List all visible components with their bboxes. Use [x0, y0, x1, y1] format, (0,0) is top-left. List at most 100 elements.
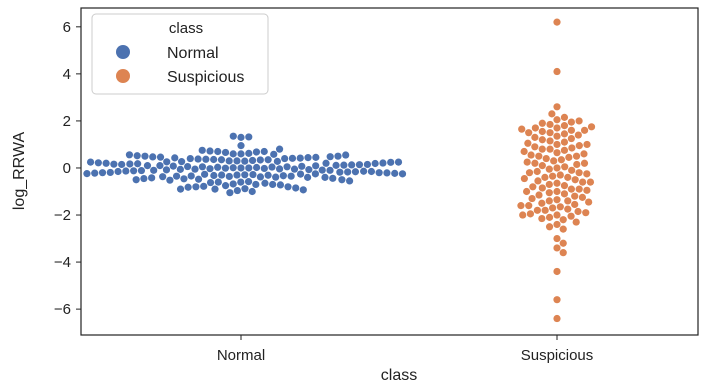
data-point-normal: [340, 161, 348, 169]
data-point-suspicious: [546, 137, 554, 145]
data-point-normal: [134, 160, 142, 168]
data-point-suspicious: [575, 117, 583, 125]
data-point-normal: [270, 150, 278, 158]
data-point-normal: [237, 178, 245, 186]
data-point-normal: [360, 167, 368, 175]
legend-label-normal: Normal: [167, 45, 219, 62]
data-point-normal: [233, 186, 241, 195]
data-point-normal: [233, 157, 241, 165]
data-point-normal: [140, 174, 148, 183]
data-point-normal: [229, 164, 237, 172]
data-point-suspicious: [519, 211, 527, 219]
data-point-normal: [198, 146, 206, 154]
data-point-suspicious: [580, 159, 589, 167]
data-point-suspicious: [553, 220, 561, 229]
data-point-suspicious: [553, 132, 561, 140]
data-point-suspicious: [582, 209, 590, 217]
data-point-normal: [110, 160, 118, 168]
data-point-normal: [252, 148, 261, 156]
data-point-normal: [221, 164, 230, 172]
data-point-suspicious: [574, 131, 582, 139]
data-point-suspicious: [556, 203, 564, 211]
data-point-normal: [256, 173, 265, 181]
data-point-suspicious: [525, 202, 533, 210]
data-point-normal: [329, 174, 337, 182]
data-point-normal: [132, 176, 140, 184]
data-point-normal: [149, 153, 157, 161]
data-point-normal: [304, 173, 312, 181]
data-point-normal: [184, 162, 192, 171]
data-point-normal: [260, 164, 268, 173]
data-point-suspicious: [529, 183, 537, 191]
data-point-suspicious: [518, 125, 526, 133]
legend-label-suspicious: Suspicious: [167, 69, 244, 86]
data-point-normal: [102, 159, 110, 167]
data-point-normal: [192, 183, 200, 191]
data-point-normal: [156, 153, 165, 161]
data-point-normal: [143, 162, 152, 170]
data-point-suspicious: [553, 124, 561, 132]
data-point-suspicious: [568, 166, 576, 174]
data-point-normal: [241, 171, 249, 179]
data-point-normal: [118, 160, 126, 169]
data-point-normal: [260, 147, 268, 156]
legend-title: class: [169, 20, 203, 37]
data-point-suspicious: [560, 130, 569, 138]
data-point-suspicious: [545, 165, 553, 173]
data-point-suspicious: [546, 129, 554, 137]
data-point-normal: [264, 171, 272, 179]
data-point-normal: [296, 154, 304, 162]
data-point-normal: [122, 167, 130, 175]
data-point-normal: [169, 162, 177, 170]
y-tick-label: −4: [54, 254, 71, 271]
data-point-suspicious: [553, 179, 561, 187]
data-point-normal: [221, 148, 230, 157]
data-point-suspicious: [560, 138, 569, 146]
data-point-suspicious: [559, 239, 567, 247]
data-point-normal: [171, 154, 179, 162]
data-point-normal: [288, 154, 297, 162]
data-point-normal: [338, 176, 346, 184]
data-point-normal: [141, 152, 149, 160]
data-point-normal: [279, 172, 287, 180]
data-point-normal: [311, 170, 320, 178]
data-point-suspicious: [553, 267, 561, 276]
data-point-suspicious: [538, 162, 546, 170]
data-point-suspicious: [535, 152, 543, 160]
data-point-suspicious: [580, 126, 589, 134]
data-point-suspicious: [524, 139, 532, 147]
data-point-suspicious: [560, 146, 569, 154]
data-point-normal: [268, 163, 276, 171]
data-point-suspicious: [531, 133, 539, 141]
data-point-suspicious: [556, 171, 564, 179]
data-point-normal: [198, 163, 207, 171]
data-point-normal: [284, 183, 292, 191]
data-point-normal: [326, 153, 334, 161]
x-tick-label: Suspicious: [521, 347, 594, 364]
data-point-suspicious: [575, 142, 583, 150]
data-point-normal: [229, 180, 237, 188]
data-point-normal: [137, 166, 146, 175]
data-point-suspicious: [580, 150, 588, 158]
data-point-suspicious: [548, 110, 556, 118]
data-point-normal: [214, 178, 222, 186]
data-point-suspicious: [553, 18, 561, 26]
data-point-normal: [391, 169, 399, 177]
data-point-normal: [133, 152, 141, 160]
data-point-normal: [296, 170, 305, 178]
data-point-suspicious: [553, 103, 561, 111]
data-point-normal: [344, 168, 352, 176]
data-point-normal: [210, 155, 218, 164]
y-axis-label: log_RRWA: [11, 132, 28, 211]
data-point-normal: [187, 172, 195, 180]
data-point-normal: [252, 163, 261, 172]
data-point-normal: [298, 162, 306, 170]
y-tick-label: 4: [63, 66, 71, 83]
data-point-normal: [248, 156, 257, 165]
data-point-suspicious: [579, 178, 587, 186]
data-point-suspicious: [545, 197, 553, 205]
data-point-normal: [287, 172, 295, 180]
data-point-normal: [351, 168, 360, 176]
data-point-suspicious: [559, 225, 567, 233]
